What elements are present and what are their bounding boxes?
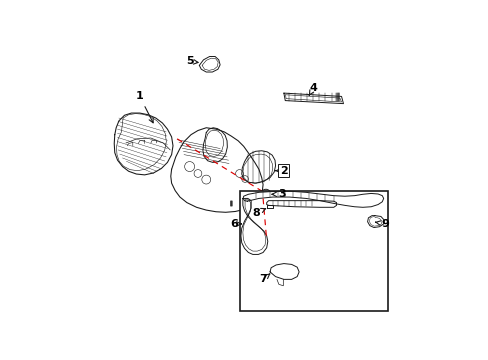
Text: 8: 8 bbox=[252, 208, 265, 218]
Circle shape bbox=[263, 192, 268, 197]
Text: 3: 3 bbox=[271, 189, 285, 199]
Text: 6: 6 bbox=[229, 219, 241, 229]
Text: 7: 7 bbox=[259, 274, 269, 284]
Text: 1: 1 bbox=[136, 91, 153, 123]
Bar bbox=[239, 191, 387, 311]
Text: 2: 2 bbox=[275, 166, 287, 176]
Text: 5: 5 bbox=[186, 57, 198, 67]
Text: 9: 9 bbox=[375, 219, 388, 229]
Text: 4: 4 bbox=[308, 82, 317, 95]
